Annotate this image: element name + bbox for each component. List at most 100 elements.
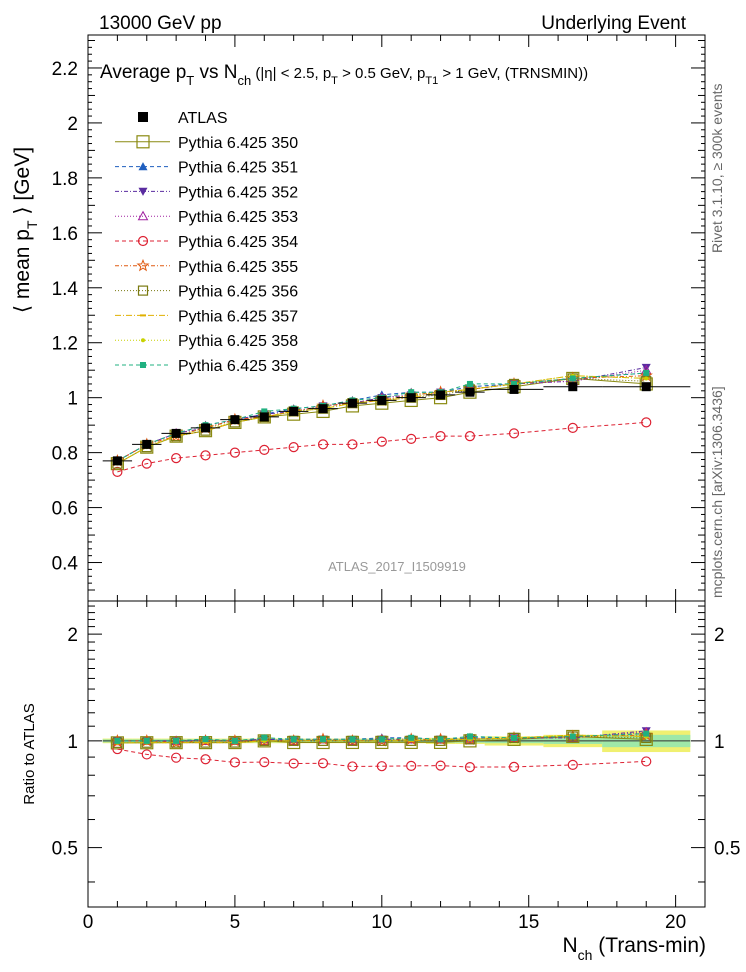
series-line xyxy=(117,421,647,473)
y-tick-label: 2.2 xyxy=(52,59,78,80)
series-line xyxy=(117,375,647,462)
series-marker xyxy=(508,428,520,439)
series-ratio-line xyxy=(117,748,647,768)
series-marker xyxy=(435,431,446,442)
series-layer xyxy=(102,363,691,773)
legend-marker xyxy=(140,362,146,368)
series-ratio-marker xyxy=(288,758,299,769)
series-354 xyxy=(112,417,652,773)
y-tick-label: 0.4 xyxy=(52,554,79,575)
legend-entry: ATLAS xyxy=(138,110,228,127)
series-ratio-marker xyxy=(376,761,387,772)
series-marker xyxy=(641,417,652,428)
legend-entry: Pythia 6.425 353 xyxy=(115,209,298,226)
series-ratio-marker xyxy=(290,736,297,743)
series-ratio-marker xyxy=(569,733,576,740)
ratio-y-tick-label: 2 xyxy=(67,625,78,646)
series-ratio-marker xyxy=(408,734,415,741)
series-ratio-marker xyxy=(200,754,211,765)
series-ratio-marker xyxy=(643,730,650,737)
series-ratio-marker xyxy=(641,756,652,767)
legend-entry: Pythia 6.425 351 xyxy=(115,160,298,177)
series-marker xyxy=(171,453,182,464)
series-marker xyxy=(259,444,270,455)
series-ratio-marker xyxy=(114,737,121,744)
legend-label: Pythia 6.425 355 xyxy=(178,259,298,276)
series-line xyxy=(117,375,647,465)
legend-label: Pythia 6.425 351 xyxy=(178,160,298,177)
legend-marker xyxy=(138,162,148,171)
header-right-label: Underlying Event xyxy=(541,13,686,34)
series-line xyxy=(117,372,647,462)
series-353 xyxy=(112,364,652,745)
x-axis-title: Nch (Trans-min) xyxy=(562,934,706,963)
series-marker xyxy=(261,408,268,415)
x-tick-label: 10 xyxy=(371,912,392,933)
series-ratio-marker xyxy=(464,762,476,773)
atlas-marker xyxy=(201,423,211,433)
series-marker xyxy=(406,433,417,444)
series-ratio-marker xyxy=(259,757,270,768)
mcplots-label: mcplots.cern.ch [arXiv:1306.3436] xyxy=(709,386,725,598)
atlas-marker xyxy=(259,412,269,422)
series-marker xyxy=(347,439,358,450)
legend-label: Pythia 6.425 358 xyxy=(178,333,298,350)
analysis-watermark: ATLAS_2017_I1509919 xyxy=(328,559,466,574)
series-ratio-line xyxy=(117,734,647,744)
series-marker xyxy=(141,458,152,469)
atlas-marker xyxy=(568,382,578,392)
legend-marker xyxy=(136,258,150,272)
y-axis-title: ⟨ mean pT ⟩ [GeV] xyxy=(11,147,40,313)
series-ratio-marker xyxy=(143,737,150,744)
series-line xyxy=(117,372,647,462)
legend-marker xyxy=(138,112,148,122)
series-marker xyxy=(288,442,299,453)
series-atlas xyxy=(102,382,691,466)
legend: ATLAS Pythia 6.425 350 Pythia 6.425 351 Pyt… xyxy=(115,110,298,375)
ratio-y-tick-label-right: 1 xyxy=(714,732,725,753)
legend-entry: Pythia 6.425 354 xyxy=(115,234,298,251)
x-tick-label: 5 xyxy=(230,912,241,933)
series-marker xyxy=(317,439,329,450)
ratio-y-tick-label: 0.5 xyxy=(52,839,78,860)
legend-label: Pythia 6.425 353 xyxy=(178,209,298,226)
y-tick-label: 1.4 xyxy=(52,279,79,300)
series-ratio-marker xyxy=(261,734,268,741)
legend-entry: Pythia 6.425 356 xyxy=(115,284,298,301)
ratio-y-tick-label: 1 xyxy=(67,732,78,753)
atlas-marker xyxy=(318,404,328,414)
series-line xyxy=(117,375,647,465)
y-tick-label: 1.2 xyxy=(52,334,78,355)
atlas-marker xyxy=(112,456,122,466)
series-ratio-line xyxy=(117,734,647,744)
series-ratio-line xyxy=(117,735,647,744)
legend-entry: Pythia 6.425 350 xyxy=(115,135,298,152)
series-352 xyxy=(112,363,651,746)
series-marker xyxy=(567,422,578,434)
legend-marker xyxy=(138,187,148,196)
rivet-version-label: Rivet 3.1.10, ≥ 300k events xyxy=(709,83,725,253)
y-tick-label: 1.8 xyxy=(52,169,78,190)
x-tick-label: 15 xyxy=(518,912,539,933)
series-ratio-marker xyxy=(349,736,356,743)
series-ratio-marker xyxy=(406,760,417,771)
atlas-marker xyxy=(347,398,357,408)
legend-entry: Pythia 6.425 358 xyxy=(115,333,298,350)
legend-entry: Pythia 6.425 355 xyxy=(115,259,298,276)
atlas-marker xyxy=(641,382,651,392)
series-ratio-marker xyxy=(320,736,327,743)
x-tick-label: 20 xyxy=(665,912,686,933)
legend-marker xyxy=(137,285,149,296)
series-ratio-marker xyxy=(466,733,473,740)
legend-label: Pythia 6.425 350 xyxy=(178,135,298,152)
series-marker xyxy=(641,363,651,372)
atlas-marker xyxy=(436,390,446,400)
legend-label: Pythia 6.425 356 xyxy=(178,284,298,301)
ratio-panel-frame xyxy=(87,600,706,908)
legend-marker xyxy=(137,210,149,221)
atlas-marker xyxy=(509,384,519,394)
legend-entry: Pythia 6.425 359 xyxy=(115,358,298,375)
series-ratio-marker xyxy=(511,734,518,741)
series-marker xyxy=(112,466,123,477)
